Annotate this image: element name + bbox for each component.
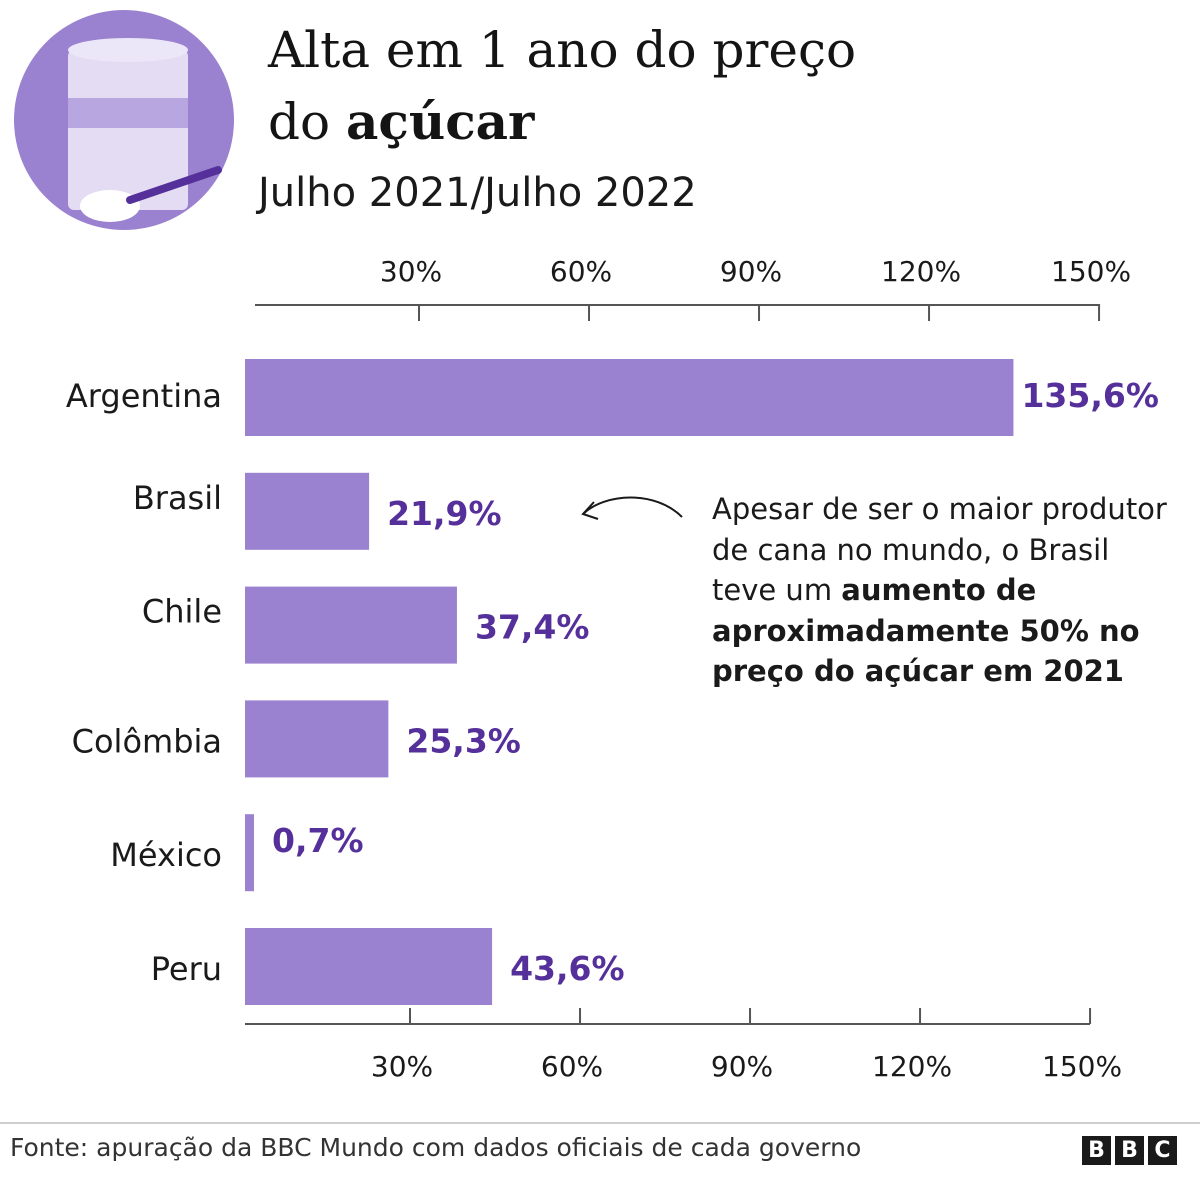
annotation-arrowhead (581, 501, 599, 520)
title-line-1: Alta em 1 ano do preço (268, 21, 857, 79)
annotation-arrow (582, 496, 683, 518)
category-label: México (110, 836, 222, 874)
value-label: 37,4% (475, 608, 590, 647)
bar-chart: 30% 30% 60% 60% 90% 90% 120% 120% 150% 150% Argen… (66, 255, 1159, 1083)
brasil-annotation: Apesar de ser o maior produtor de cana n… (712, 489, 1182, 692)
bottom-tick-label: 60% (541, 1050, 603, 1083)
chart-title: Alta em 1 ano do preço do açúcar (268, 14, 856, 158)
category-label: Argentina (66, 377, 222, 415)
bottom-tick-label: 150% (1042, 1050, 1122, 1083)
top-tick-label: 30% (380, 255, 442, 288)
top-tick-label: 150% (1051, 255, 1131, 288)
bbc-logo-letter: C (1148, 1136, 1177, 1165)
title-highlight: açúcar (346, 92, 535, 151)
value-label: 43,6% (510, 949, 624, 988)
annotation-text: Apesar de ser o maior produtor de cana n… (712, 492, 1167, 607)
bar-brasil (245, 472, 370, 550)
category-label: Colômbia (72, 722, 222, 760)
title-line-2: do (268, 93, 347, 151)
value-label: 21,9% (387, 494, 502, 533)
bbc-logo-letter: B (1082, 1136, 1111, 1165)
bottom-tick-label: 90% (711, 1050, 773, 1083)
bbc-logo-letter: B (1115, 1136, 1144, 1165)
value-label: 135,6% (1021, 376, 1158, 415)
top-tick-label: 120% (881, 255, 961, 288)
bottom-tick-label: 30% (371, 1050, 433, 1083)
bar-méxico (245, 814, 254, 892)
chart-subtitle: Julho 2021/Julho 2022 (258, 170, 697, 216)
category-label: Peru (151, 950, 222, 988)
bottom-tick-label: 120% (872, 1050, 952, 1083)
value-label: 0,7% (272, 821, 364, 860)
sugar-jar-icon (14, 10, 234, 230)
bbc-logo: B B C (1082, 1136, 1177, 1165)
footer-divider (0, 1122, 1200, 1124)
top-tick-label: 60% (550, 255, 612, 288)
category-label: Chile (142, 593, 222, 631)
bar-argentina (245, 359, 1014, 436)
category-label: Brasil (133, 479, 222, 517)
bar-colômbia (245, 700, 389, 778)
value-label: 25,3% (406, 721, 521, 760)
annotation-highlight: aumento de aproximadamente 50% no preço … (712, 573, 1140, 688)
bar-chile (245, 586, 457, 664)
bar-peru (245, 928, 493, 1005)
source-note: Fonte: apuração da BBC Mundo com dados o… (10, 1133, 862, 1162)
top-tick-label: 90% (720, 255, 782, 288)
